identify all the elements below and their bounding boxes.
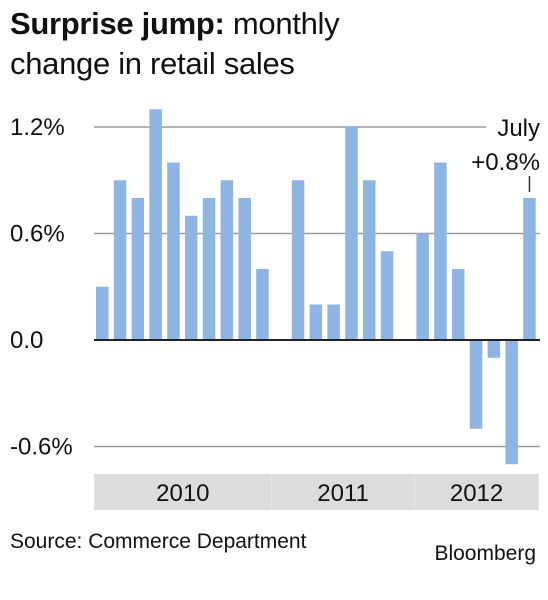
year-label: 2010 <box>156 480 209 507</box>
bar <box>452 269 465 340</box>
bar <box>291 180 305 340</box>
bar <box>469 340 483 429</box>
bar <box>202 198 216 340</box>
y-tick-label: 0.6% <box>10 221 65 248</box>
bar <box>434 162 447 340</box>
chart-title-bold: Surprise jump: <box>10 6 225 41</box>
bar <box>256 269 269 340</box>
brand-logo-text: Bloomberg <box>434 542 536 565</box>
chart-title-regular: monthly <box>224 6 340 41</box>
bar <box>131 198 145 340</box>
bar <box>523 198 536 340</box>
annotation-value: +0.8% <box>471 149 540 176</box>
bar <box>505 340 518 465</box>
bar <box>416 233 429 340</box>
bar <box>149 109 162 340</box>
year-label: 2012 <box>450 480 503 507</box>
year-band <box>94 474 272 510</box>
bar <box>238 198 251 340</box>
y-tick-label: 1.2% <box>10 114 65 141</box>
year-label: 2011 <box>317 480 369 507</box>
bar <box>309 304 323 340</box>
source-note: Source: Commerce Department <box>10 530 307 553</box>
chart-title-line2: change in retail sales <box>10 46 295 81</box>
bar <box>96 286 109 340</box>
annotation-bg <box>486 112 542 140</box>
bar <box>380 251 394 340</box>
chart-title: Surprise jump: monthly change in retail … <box>10 4 540 84</box>
annotation-label: July <box>497 115 540 142</box>
bar <box>167 162 180 340</box>
bar <box>113 180 127 340</box>
bars <box>96 109 536 465</box>
year-bands: 2010 2011 2012 <box>94 474 539 510</box>
bar <box>327 304 340 340</box>
bar <box>345 127 358 340</box>
y-tick-label: -0.6% <box>10 434 73 461</box>
bar <box>185 215 198 340</box>
annotation: July +0.8% <box>471 112 542 192</box>
year-band <box>414 474 539 510</box>
bar <box>487 340 501 358</box>
y-tick-label: 0.0 <box>10 327 43 354</box>
bar <box>220 180 234 340</box>
year-band <box>272 474 415 510</box>
bar <box>363 180 376 340</box>
axis-labels: 1.2% 0.6% 0.0 -0.6% <box>10 114 73 461</box>
